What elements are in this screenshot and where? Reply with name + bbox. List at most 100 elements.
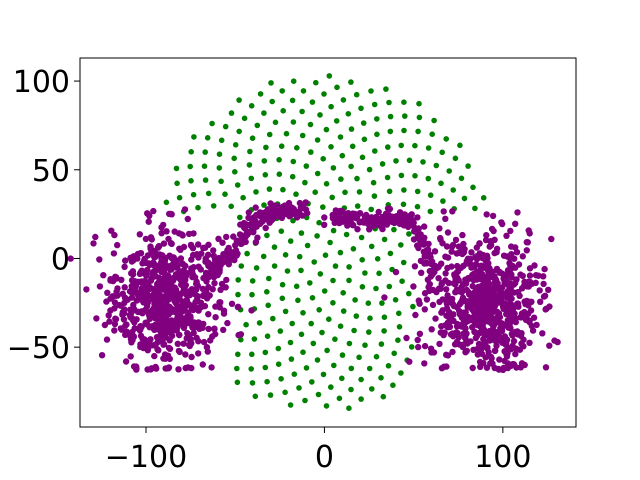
data-point-green xyxy=(438,180,444,187)
data-point-purple xyxy=(168,292,175,299)
data-point-purple xyxy=(179,260,186,267)
data-point-purple xyxy=(392,268,400,276)
data-point-purple xyxy=(501,333,509,340)
data-point-purple xyxy=(381,220,389,227)
data-point-purple xyxy=(493,342,500,349)
data-point-green xyxy=(319,329,325,336)
data-point-green xyxy=(379,161,386,167)
data-point-purple xyxy=(518,340,525,347)
x-tick-label: −100 xyxy=(105,440,187,475)
data-point-green xyxy=(176,194,183,201)
data-point-purple xyxy=(121,284,128,291)
data-point-green xyxy=(386,188,393,195)
data-point-green xyxy=(371,193,378,199)
data-point-purple xyxy=(205,325,212,333)
data-point-purple xyxy=(444,352,452,359)
data-point-purple xyxy=(141,278,148,285)
y-tick-label: 50 xyxy=(32,154,70,189)
data-point-purple xyxy=(67,255,74,262)
data-point-green xyxy=(320,371,327,378)
data-point-purple xyxy=(168,266,175,273)
data-point-green xyxy=(264,232,270,239)
data-point-green xyxy=(465,163,471,169)
data-point-purple xyxy=(216,268,223,276)
data-point-purple xyxy=(442,215,449,222)
data-point-purple xyxy=(426,267,433,275)
data-point-purple xyxy=(161,304,168,312)
data-point-purple xyxy=(436,340,443,348)
plot-frame xyxy=(79,57,577,428)
data-point-purple xyxy=(137,323,145,330)
data-point-green xyxy=(235,351,241,358)
data-point-purple xyxy=(144,210,151,217)
data-point-purple xyxy=(302,199,309,206)
data-point-green xyxy=(275,345,282,352)
data-point-purple xyxy=(92,233,99,241)
data-point-purple xyxy=(193,280,200,288)
data-point-purple xyxy=(136,231,143,238)
data-point-green xyxy=(348,386,354,393)
data-point-green xyxy=(334,84,340,91)
data-point-green xyxy=(391,226,397,233)
data-point-purple xyxy=(287,203,294,211)
data-point-green xyxy=(302,179,308,186)
data-point-green xyxy=(234,379,241,386)
data-point-purple xyxy=(168,279,175,287)
data-point-purple xyxy=(546,342,553,349)
x-tick-label: 100 xyxy=(474,440,531,475)
data-point-green xyxy=(386,99,392,106)
data-point-green xyxy=(400,259,407,266)
data-point-purple xyxy=(203,344,211,351)
data-point-purple xyxy=(142,339,149,347)
data-point-purple xyxy=(130,363,138,370)
data-point-purple xyxy=(514,209,521,216)
data-point-purple xyxy=(111,327,118,334)
data-point-purple xyxy=(474,351,481,358)
data-point-green xyxy=(262,349,269,356)
data-point-purple xyxy=(504,271,511,278)
data-point-green xyxy=(288,356,295,362)
data-point-purple xyxy=(540,280,547,288)
data-point-purple xyxy=(483,364,491,371)
data-point-green xyxy=(339,352,346,358)
data-point-purple xyxy=(128,277,136,284)
data-point-purple xyxy=(122,257,129,264)
data-point-purple xyxy=(212,263,219,270)
data-point-green xyxy=(351,327,357,334)
data-point-green xyxy=(264,333,271,340)
data-point-purple xyxy=(423,296,431,303)
data-point-purple xyxy=(177,276,184,283)
data-point-purple xyxy=(469,324,476,331)
data-point-green xyxy=(282,308,289,315)
data-point-purple xyxy=(354,226,361,233)
data-point-green xyxy=(244,250,250,257)
data-point-purple xyxy=(217,286,224,293)
data-point-green xyxy=(406,231,412,237)
data-point-purple xyxy=(182,351,189,358)
data-point-green xyxy=(380,393,387,400)
data-point-green xyxy=(287,238,294,244)
data-point-green xyxy=(263,144,269,151)
data-point-purple xyxy=(412,311,419,319)
data-point-purple xyxy=(514,288,522,296)
data-point-purple xyxy=(440,208,447,215)
data-point-purple xyxy=(232,249,239,256)
data-point-green xyxy=(309,99,316,105)
data-point-purple xyxy=(514,331,521,338)
data-point-purple xyxy=(184,215,191,223)
data-point-green xyxy=(439,149,446,156)
data-point-purple xyxy=(421,360,428,367)
data-point-purple xyxy=(414,242,421,249)
data-point-purple xyxy=(212,314,219,321)
data-point-purple xyxy=(131,325,138,332)
data-point-purple xyxy=(415,297,422,304)
data-point-purple xyxy=(258,218,266,225)
data-point-purple xyxy=(464,304,471,311)
data-point-green xyxy=(346,405,352,412)
data-point-purple xyxy=(111,305,118,312)
data-point-purple xyxy=(101,321,109,329)
data-point-purple xyxy=(439,240,446,247)
data-point-purple xyxy=(501,278,508,286)
data-point-green xyxy=(354,203,361,209)
